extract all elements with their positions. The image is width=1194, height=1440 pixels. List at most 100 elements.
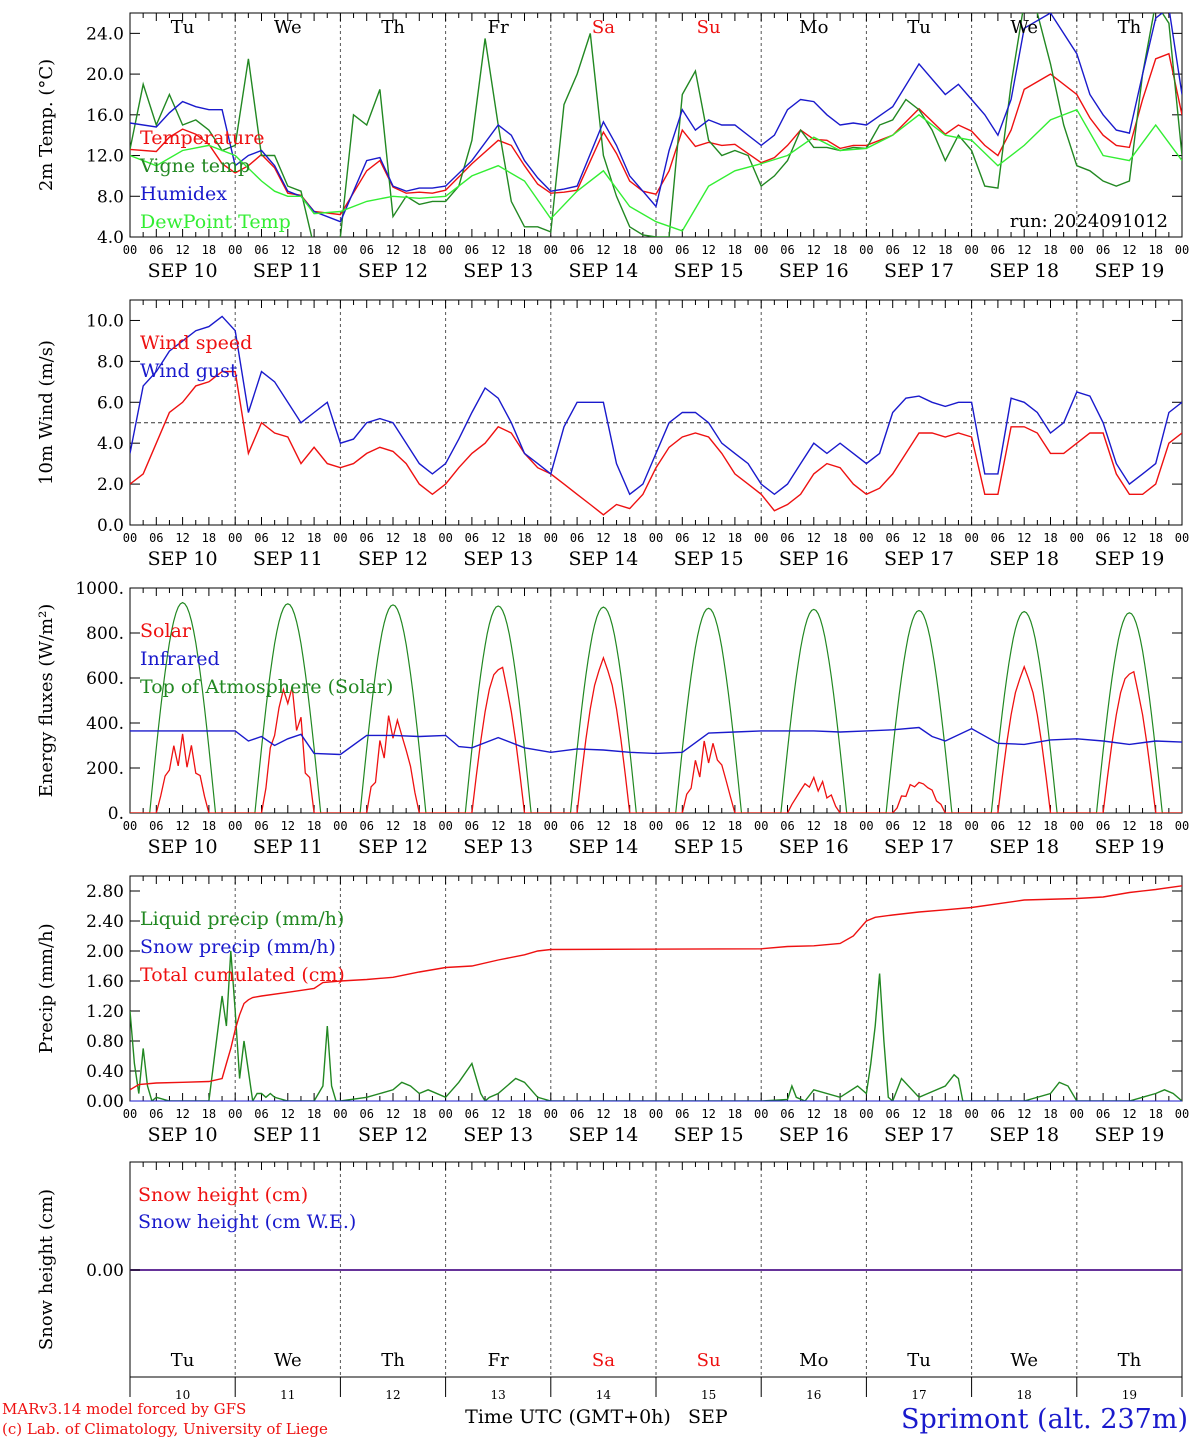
hour-tick-label: 18 <box>517 1107 531 1121</box>
hour-tick-label: 12 <box>1017 819 1031 833</box>
date-label: SEP 18 <box>989 1124 1059 1146</box>
date-label: SEP 18 <box>989 836 1059 858</box>
hour-tick-label: 18 <box>622 1107 636 1121</box>
y-tick-label: 1.60 <box>86 972 124 992</box>
day-number-label: 13 <box>491 1388 506 1402</box>
hour-tick-label: 06 <box>254 819 268 833</box>
weekday-label: Mo <box>799 1350 828 1371</box>
hour-tick-label: 06 <box>359 819 373 833</box>
hour-tick-label: 18 <box>1043 531 1057 545</box>
hour-tick-label: 18 <box>833 1107 847 1121</box>
month-label: SEP <box>688 1406 728 1428</box>
weekday-label: Fr <box>488 17 509 38</box>
series-line-wind-gust <box>130 315 1182 496</box>
hour-tick-label: 00 <box>1070 243 1084 257</box>
y-tick-label: 400. <box>86 714 124 734</box>
hour-tick-label: 12 <box>1122 531 1136 545</box>
hour-tick-label: 00 <box>649 531 663 545</box>
y-tick-label: 0.0 <box>97 516 124 536</box>
hour-tick-label: 18 <box>1043 243 1057 257</box>
hour-tick-label: 00 <box>964 531 978 545</box>
hour-tick-label: 06 <box>1096 819 1110 833</box>
hour-tick-label: 18 <box>1148 243 1162 257</box>
date-label: SEP 13 <box>463 836 533 858</box>
hour-tick-label: 12 <box>807 531 821 545</box>
weekday-label: Th <box>1118 17 1142 38</box>
hour-tick-label: 18 <box>728 531 742 545</box>
legend-entry: Solar <box>140 620 192 642</box>
hour-tick-label: 18 <box>938 243 952 257</box>
legend-entry: Total cumulated (cm) <box>140 964 345 986</box>
date-label: SEP 11 <box>253 836 323 858</box>
lab-credit: (c) Lab. of Climatology, University of L… <box>2 1420 328 1438</box>
hour-tick-label: 12 <box>1122 243 1136 257</box>
date-label: SEP 14 <box>568 836 638 858</box>
hour-tick-label: 12 <box>701 819 715 833</box>
hour-tick-label: 06 <box>675 819 689 833</box>
hour-tick-label: 12 <box>1017 531 1031 545</box>
date-label: SEP 13 <box>463 1124 533 1146</box>
date-label: SEP 19 <box>1094 1124 1164 1146</box>
hour-tick-label: 12 <box>491 819 505 833</box>
series-line-top-of-atmosphere <box>866 609 972 813</box>
date-label: SEP 16 <box>779 260 849 282</box>
hour-tick-label: 00 <box>859 819 873 833</box>
hour-tick-label: 06 <box>570 243 584 257</box>
date-label: SEP 19 <box>1094 836 1164 858</box>
date-label: SEP 15 <box>674 836 744 858</box>
weekday-label: We <box>274 1350 302 1371</box>
y-tick-label: 0.40 <box>86 1062 124 1082</box>
y-tick-label: 12.0 <box>86 147 124 167</box>
plot-frame <box>129 299 1183 526</box>
series-line-total-cumulated <box>130 885 1182 1091</box>
date-label: SEP 10 <box>148 548 218 570</box>
hour-tick-label: 06 <box>254 1107 268 1121</box>
date-label: SEP 17 <box>884 1124 954 1146</box>
hour-tick-label: 18 <box>517 819 531 833</box>
hour-tick-label: 18 <box>938 1107 952 1121</box>
hour-tick-label: 18 <box>622 243 636 257</box>
date-label: SEP 16 <box>779 1124 849 1146</box>
hour-tick-label: 12 <box>491 243 505 257</box>
y-tick-label: 4.0 <box>97 434 124 454</box>
hour-tick-label: 12 <box>281 243 295 257</box>
series-line-top-of-atmosphere <box>1076 612 1182 813</box>
series-line-solar <box>130 733 236 813</box>
hour-tick-label: 12 <box>491 531 505 545</box>
legend-entry: Snow precip (mm/h) <box>140 936 336 958</box>
hour-tick-label: 18 <box>1148 531 1162 545</box>
series-line-wind-speed <box>130 370 1182 516</box>
y-tick-label: 0. <box>108 804 124 824</box>
date-label: SEP 12 <box>358 548 428 570</box>
series-line-top-of-atmosphere <box>235 603 341 813</box>
weekday-label: Tu <box>171 17 195 38</box>
hour-tick-label: 00 <box>754 531 768 545</box>
hour-tick-label: 00 <box>754 243 768 257</box>
y-tick-label: 6.0 <box>97 393 124 413</box>
hour-tick-label: 18 <box>833 819 847 833</box>
hour-tick-label: 18 <box>517 243 531 257</box>
hour-tick-label: 12 <box>701 531 715 545</box>
legend-entry: Humidex <box>140 183 227 205</box>
hour-tick-label: 00 <box>544 531 558 545</box>
series-line-infrared <box>130 726 1182 756</box>
hour-tick-label: 12 <box>701 1107 715 1121</box>
hour-tick-label: 06 <box>991 819 1005 833</box>
panel-3: 1000. 800. 600. 400. 200. 0. Energy fluxes (W/… <box>36 579 1189 858</box>
hour-tick-label: 06 <box>254 243 268 257</box>
hour-tick-label: 06 <box>254 531 268 545</box>
hour-tick-label: 06 <box>780 531 794 545</box>
y-tick-label: 8.0 <box>97 352 124 372</box>
weekday-label: Su <box>697 1350 721 1371</box>
series-line-humidex <box>130 13 1182 223</box>
y-tick-label: 10.0 <box>86 311 124 331</box>
hour-tick-label: 00 <box>1175 243 1189 257</box>
hour-tick-label: 06 <box>991 1107 1005 1121</box>
hour-tick-label: 06 <box>675 531 689 545</box>
date-label: SEP 11 <box>253 548 323 570</box>
hour-tick-label: 12 <box>175 1107 189 1121</box>
hour-tick-label: 06 <box>780 819 794 833</box>
hour-tick-label: 12 <box>807 243 821 257</box>
hour-tick-label: 12 <box>912 243 926 257</box>
